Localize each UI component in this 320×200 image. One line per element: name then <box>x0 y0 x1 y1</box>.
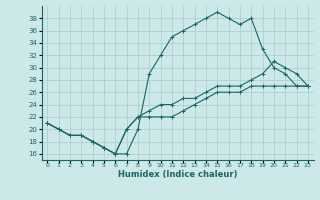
X-axis label: Humidex (Indice chaleur): Humidex (Indice chaleur) <box>118 170 237 179</box>
